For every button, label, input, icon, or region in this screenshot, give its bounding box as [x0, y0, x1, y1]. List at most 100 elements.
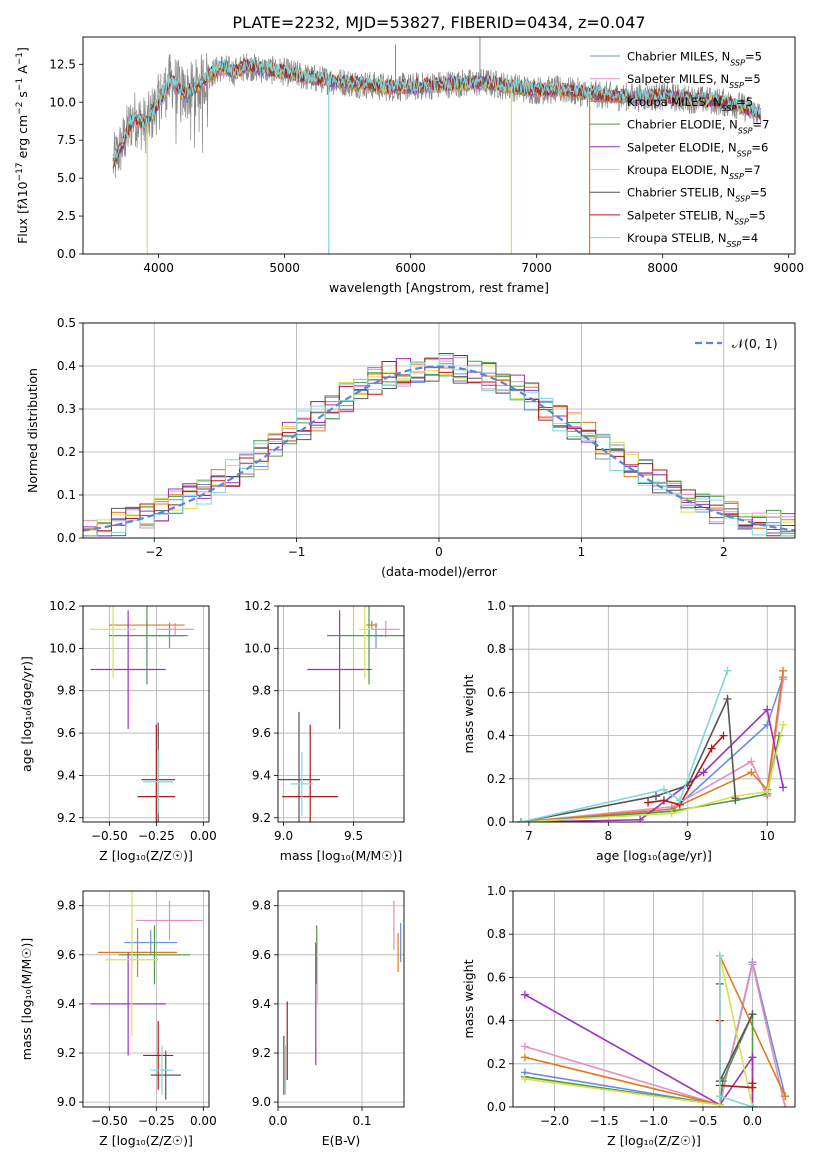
x-tick-label: 6000 [395, 261, 426, 275]
x-tick-label: 8 [605, 829, 613, 843]
plot-area [283, 900, 402, 1095]
weight-marker [659, 796, 668, 805]
y-tick-label: 9.4 [57, 997, 76, 1011]
y-tick-label: 9.8 [252, 684, 271, 698]
y-tick-label: 2.5 [57, 209, 76, 223]
errorbar-point [366, 620, 378, 630]
y-tick-label: 9.6 [252, 726, 271, 740]
panel-weight_vs_age: 7 8 9 10 0.0 0.2 0.4 0.6 0.8 1.0 age [log₁₀(age/yr… [461, 599, 796, 863]
plot-area [278, 606, 404, 822]
plot-area [520, 951, 790, 1107]
errorbar-point [109, 606, 185, 685]
y-tick-label: 9.8 [252, 899, 271, 913]
weight-marker [644, 798, 653, 807]
x-tick-label: −1.0 [639, 1114, 668, 1128]
figure-title: PLATE=2232, MJD=53827, FIBERID=0434, z=0… [232, 13, 645, 32]
x-tick-label: 9.5 [344, 829, 363, 843]
y-tick-label: 9.2 [252, 811, 271, 825]
y-axis-label: Normed distribution [25, 368, 40, 493]
plot-area [90, 891, 204, 1100]
panel-residuals: −2 −1 0 1 2 0.0 0.1 0.2 0.3 0.4 0.5 (data-model)/er… [25, 316, 796, 579]
y-tick-label: 0.2 [487, 1057, 506, 1071]
x-tick-label: 9 [684, 829, 692, 843]
spectrum-model-line [112, 58, 761, 166]
x-tick-label: 9.0 [274, 829, 293, 843]
errorbar-point [359, 606, 371, 678]
y-tick-label: 0.0 [57, 247, 76, 261]
x-tick-label: 10 [760, 829, 775, 843]
x-axis-label: Z [log₁₀(Z/Z☉)] [607, 1133, 701, 1148]
weight-series-line [524, 994, 754, 1107]
x-tick-label: 0.0 [268, 1114, 287, 1128]
y-tick-label: 10.2 [244, 599, 271, 613]
weight-marker [520, 990, 529, 999]
x-tick-label: −1 [288, 545, 306, 559]
errorbar-point [278, 711, 320, 822]
x-tick-label: −0.25 [138, 1114, 175, 1128]
x-tick-label: −0.50 [91, 829, 128, 843]
axes-frame [512, 890, 796, 1108]
weight-marker [520, 1074, 529, 1083]
weight-marker [763, 705, 772, 714]
axes-frame [82, 605, 210, 823]
panel-mass_vs_Z: −0.50 −0.25 0.00 9.0 9.2 9.4 9.6 9.8 Z [log₁₀(Z/… [19, 890, 217, 1148]
weight-marker [651, 792, 660, 801]
weight-marker [707, 744, 716, 753]
weight-marker [516, 818, 525, 822]
x-tick-label: 5000 [269, 261, 300, 275]
weight-marker [659, 785, 668, 794]
y-tick-label: 9.2 [252, 1046, 271, 1060]
legend-label: Chabrier ELODIE, NSSP=7 [627, 118, 769, 136]
legend-label: Chabrier MILES, NSSP=5 [627, 50, 762, 68]
y-axis-label: mass weight [461, 674, 476, 753]
errorbar-point [307, 610, 372, 729]
y-tick-label: 9.0 [57, 1095, 76, 1109]
x-tick-label: 8000 [647, 261, 678, 275]
errorbar-point [90, 610, 166, 729]
x-tick-label: 0.00 [190, 1114, 217, 1128]
y-axis-label: mass weight [461, 959, 476, 1038]
x-tick-label: −0.5 [688, 1114, 717, 1128]
y-tick-label: 5.0 [57, 171, 76, 185]
y-tick-label: 0.8 [487, 927, 506, 941]
y-tick-label: 9.2 [57, 811, 76, 825]
errorbar-point [282, 724, 339, 822]
errorbar-point [150, 1045, 174, 1095]
plot-area [90, 606, 194, 822]
legend-label: Salpeter STELIB, NSSP=5 [627, 208, 766, 226]
weight-marker [763, 787, 772, 796]
weight-series-line [520, 677, 784, 822]
y-tick-label: 0.6 [487, 970, 506, 984]
errorbar-point [118, 925, 191, 985]
y-tick-label: 0.5 [57, 316, 76, 330]
axes-frame [82, 36, 796, 255]
errorbar-point [143, 750, 174, 814]
y-tick-label: 9.2 [57, 1046, 76, 1060]
legend: Chabrier MILES, NSSP=5 Salpeter MILES, NS… [590, 50, 769, 249]
y-tick-label: 9.4 [57, 768, 76, 782]
legend-label: Kroupa ELODIE, NSSP=7 [627, 163, 761, 181]
errorbar-point [124, 930, 178, 955]
x-tick-label: −0.50 [91, 1114, 128, 1128]
axes-frame [82, 890, 210, 1108]
weight-marker [747, 757, 756, 766]
y-tick-label: 1.0 [487, 599, 506, 613]
weight-marker [636, 815, 645, 822]
weight-marker [748, 1103, 757, 1107]
errorbar-point [290, 752, 313, 816]
x-tick-label: 0.0 [743, 1114, 762, 1128]
errorbar-point [143, 1021, 174, 1090]
x-tick-label: −1.5 [589, 1114, 618, 1128]
errorbar-point [90, 606, 136, 678]
weight-series-line [524, 964, 786, 1107]
weight-series-line [520, 695, 737, 822]
x-axis-label: Z [log₁₀(Z/Z☉)] [99, 1133, 193, 1148]
weight-marker [719, 731, 728, 740]
x-tick-label: 0 [435, 545, 443, 559]
errorbar-point [98, 927, 178, 977]
y-tick-label: 9.8 [57, 899, 76, 913]
weight-series-line [520, 679, 784, 822]
x-axis-label: Z [log₁₀(Z/Z☉)] [99, 848, 193, 863]
legend-label: Chabrier STELIB, NSSP=5 [627, 186, 767, 204]
legend-label: Kroupa STELIB, NSSP=4 [627, 231, 758, 249]
